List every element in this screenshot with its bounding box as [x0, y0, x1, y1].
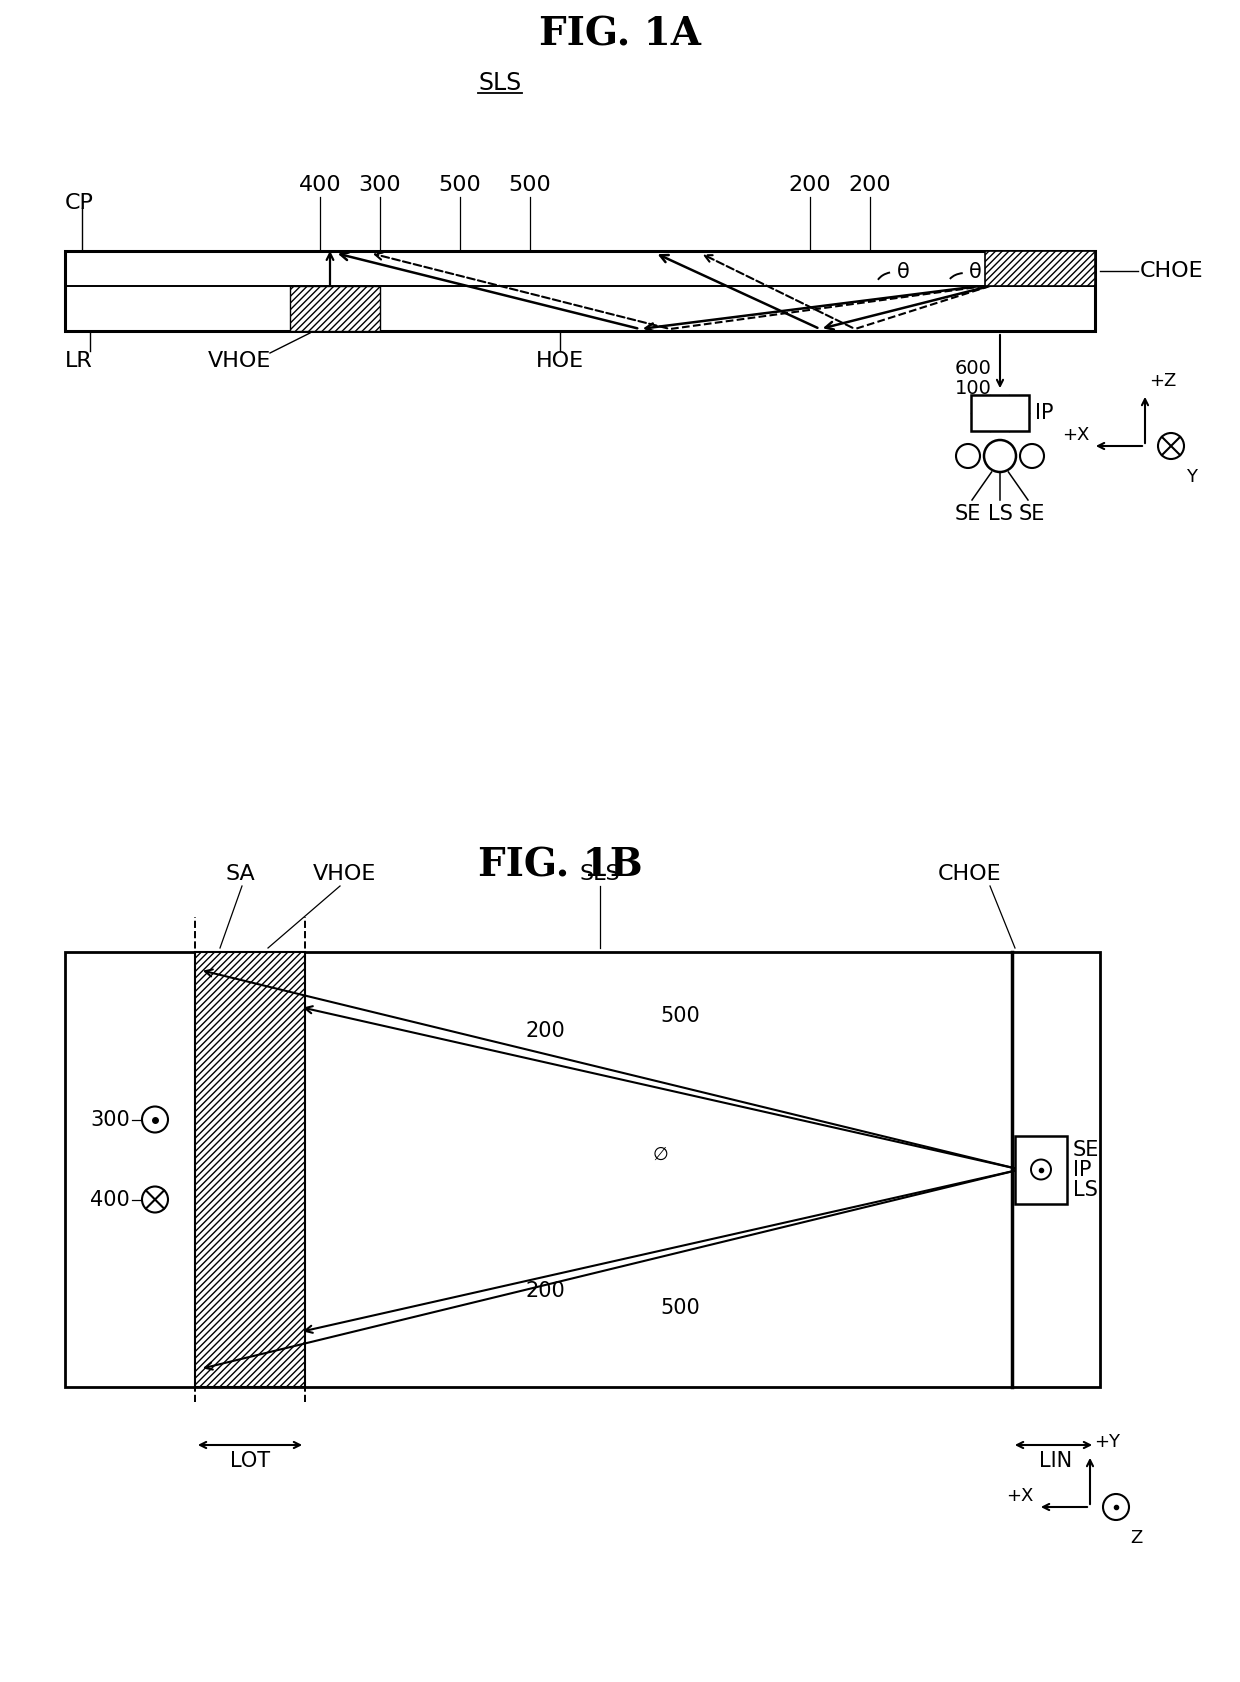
Text: VHOE: VHOE — [314, 865, 377, 885]
Text: SE: SE — [955, 505, 981, 525]
Text: +X: +X — [1007, 1487, 1034, 1505]
Bar — [64, 952, 1100, 1388]
Text: θ: θ — [897, 262, 910, 283]
Text: CHOE: CHOE — [939, 865, 1002, 885]
Text: 100: 100 — [955, 380, 992, 399]
Text: $\varnothing$: $\varnothing$ — [652, 1145, 668, 1164]
Text: 400: 400 — [91, 1189, 130, 1209]
Text: 300: 300 — [358, 175, 402, 195]
Circle shape — [1021, 444, 1044, 468]
Text: SA: SA — [226, 865, 255, 885]
Circle shape — [985, 441, 1016, 473]
Text: SLS: SLS — [579, 865, 620, 885]
Text: 500: 500 — [439, 175, 481, 195]
Text: CP: CP — [64, 193, 94, 214]
Text: SE: SE — [1019, 505, 1045, 525]
Text: FIG. 1A: FIG. 1A — [539, 17, 701, 54]
Bar — [64, 251, 1095, 331]
Text: 200: 200 — [525, 1282, 565, 1300]
Text: HOE: HOE — [536, 352, 584, 372]
Text: LR: LR — [64, 352, 93, 372]
Text: 600: 600 — [955, 360, 992, 378]
Bar — [985, 251, 1095, 286]
Text: +Z: +Z — [1149, 372, 1177, 390]
Text: 500: 500 — [660, 1299, 699, 1319]
Text: θ: θ — [968, 262, 982, 283]
Text: 200: 200 — [789, 175, 831, 195]
Text: 300: 300 — [91, 1110, 130, 1130]
Text: 200: 200 — [848, 175, 892, 195]
Text: 500: 500 — [508, 175, 552, 195]
Text: Z: Z — [1130, 1529, 1142, 1547]
Circle shape — [143, 1186, 167, 1213]
Circle shape — [1104, 1494, 1128, 1521]
Bar — [290, 286, 379, 331]
Text: Y: Y — [1185, 468, 1197, 486]
Text: 200: 200 — [525, 1021, 565, 1041]
Text: 400: 400 — [299, 175, 341, 195]
Text: +X: +X — [1061, 426, 1089, 444]
Text: SE: SE — [1073, 1139, 1100, 1159]
Text: IP: IP — [1073, 1159, 1091, 1179]
Circle shape — [143, 1107, 167, 1132]
Bar — [195, 952, 305, 1388]
Text: +Y: +Y — [1094, 1433, 1120, 1452]
Text: FIG. 1B: FIG. 1B — [477, 846, 642, 885]
Text: VHOE: VHOE — [208, 352, 272, 372]
Text: LS: LS — [1073, 1179, 1097, 1199]
Bar — [971, 395, 1029, 431]
Text: CHOE: CHOE — [1140, 261, 1204, 281]
Circle shape — [1030, 1159, 1052, 1179]
Text: LOT: LOT — [229, 1452, 270, 1472]
Text: 500: 500 — [660, 1006, 699, 1026]
Text: SLS: SLS — [479, 71, 522, 94]
Circle shape — [956, 444, 980, 468]
Text: IP: IP — [1035, 404, 1054, 422]
Bar — [1016, 1135, 1066, 1204]
Text: LS: LS — [987, 505, 1012, 525]
Text: LIN: LIN — [1039, 1452, 1073, 1472]
Circle shape — [1158, 432, 1184, 459]
